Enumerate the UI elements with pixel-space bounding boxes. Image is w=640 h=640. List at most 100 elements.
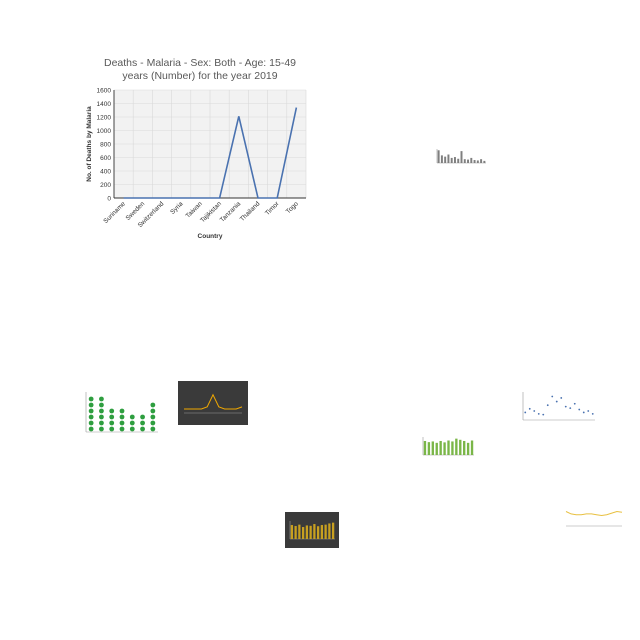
x-tick-label: Syria [169,200,185,216]
thumb-marker [109,426,115,432]
thumb-marker [537,413,540,415]
thumb-bar [480,159,483,163]
thumbnail-bar-chart-green [422,437,474,456]
thumb-bar [305,525,308,539]
thumb-marker [119,420,125,426]
thumb-bar [320,525,323,539]
thumb-background [285,512,339,548]
thumb-bar [328,523,331,539]
main-line-chart: Deaths - Malaria - Sex: Both - Age: 15-4… [86,57,307,240]
chart-title-line: years (Number) for the year 2019 [122,70,277,82]
thumb-marker [533,410,536,412]
thumb-bar [455,438,458,455]
thumbnail-scatter-chart-blue [522,392,595,421]
thumb-bar [294,526,297,539]
thumb-bar [431,441,434,455]
thumb-marker [591,413,594,415]
thumbnail-bar-chart-dark [285,512,339,548]
thumb-marker [129,414,135,420]
thumb-bar [460,151,463,163]
x-tick-label: Thailand [239,200,262,223]
thumb-marker [140,420,145,426]
thumb-marker [99,414,104,420]
thumb-series-line [184,393,243,410]
thumb-bar [470,440,474,455]
thumb-marker [150,408,156,414]
y-tick-labels: 0 200 400 600 800 1000 1200 1400 1600 [97,88,112,203]
thumb-bar [440,155,443,163]
thumb-marker [150,414,156,420]
thumb-bar [437,150,440,163]
thumb-marker [560,397,563,399]
x-axis-label: Country [198,233,223,240]
y-tick-label: 800 [100,142,111,149]
thumb-marker [551,395,554,398]
thumb-bar [313,524,316,539]
thumb-marker [99,396,104,402]
y-tick-label: 0 [107,196,111,203]
thumb-bar [450,157,453,163]
thumb-marker [150,420,156,426]
thumb-marker [119,408,125,414]
y-tick-label: 600 [100,155,111,162]
thumb-bar [463,440,466,455]
thumb-marker [546,404,549,407]
series [123,107,298,199]
thumb-marker [109,414,115,420]
thumbnail-bar-chart-gray [436,149,486,164]
x-tick-label: Timor [264,200,281,217]
thumb-bar [463,159,466,163]
y-tick-label: 1400 [97,101,112,108]
thumb-bar [447,154,450,163]
thumb-marker [88,396,94,402]
thumb-marker [99,420,104,426]
thumb-bar [476,160,479,163]
thumb-marker [564,405,567,408]
chart-title-line: Deaths - Malaria - Sex: Both - Age: 15-4… [104,57,296,69]
thumb-marker [99,408,104,414]
thumb-marker [99,402,104,408]
thumb-bar [444,156,447,163]
thumb-marker [542,413,545,416]
thumb-marker [582,411,585,414]
thumb-marker [150,402,156,408]
thumb-bar [483,160,486,163]
chart-title: Deaths - Malaria - Sex: Both - Age: 15-4… [104,57,296,82]
thumb-marker [88,426,94,432]
thumb-marker [578,408,581,411]
thumb-bar [427,442,431,455]
thumb-marker [587,410,590,412]
y-tick-label: 1000 [97,128,112,135]
thumb-bar [467,159,470,163]
thumb-bar [302,527,305,539]
y-tick-label: 1200 [97,115,112,122]
y-tick-label: 400 [100,169,111,176]
y-tick-label: 1600 [97,88,112,95]
thumb-marker [140,414,145,420]
thumb-marker [88,408,94,414]
thumb-bar [443,442,446,455]
thumb-bar [466,442,470,455]
thumb-marker [109,408,115,414]
thumb-bar [439,440,442,455]
thumb-bar [457,158,460,163]
thumb-marker [99,426,104,432]
thumb-marker [140,426,145,432]
thumb-marker [88,402,94,408]
thumb-marker [150,426,156,432]
thumb-bar [309,525,312,539]
thumb-marker [88,414,94,420]
thumb-bar [473,160,476,163]
thumbnail-line-chart-yellow [565,510,623,527]
thumb-bar [290,525,293,539]
thumb-bar [423,440,427,455]
x-tick-label: Tanzania [219,200,243,224]
thumb-marker [524,411,527,414]
thumb-bar [317,526,320,539]
thumb-marker [109,420,115,426]
thumb-marker [88,420,94,426]
thumb-bar [324,524,327,539]
thumb-marker [119,414,125,420]
thumbnail-dot-chart-green [85,392,158,433]
